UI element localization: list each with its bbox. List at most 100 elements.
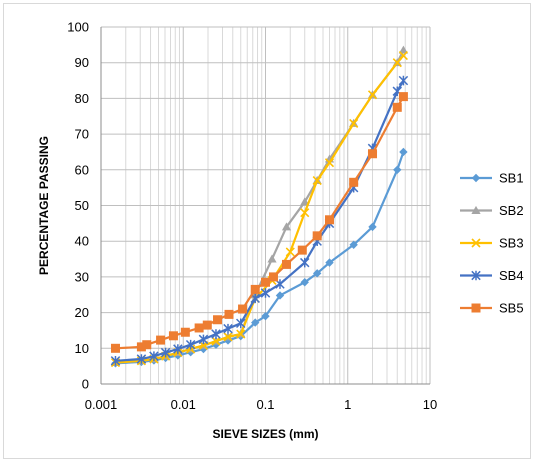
data-point [275, 291, 285, 300]
data-point [393, 165, 402, 174]
x-tick-label: 1 [344, 397, 351, 412]
data-point [198, 334, 209, 345]
x-tick-label: 10 [423, 397, 437, 412]
data-point [110, 343, 120, 353]
data-point [368, 222, 377, 232]
data-point [260, 288, 271, 298]
legend-item-sb4: SB4 [460, 268, 524, 283]
data-point [325, 215, 335, 225]
data-point [471, 173, 481, 183]
data-point [251, 318, 260, 327]
data-point [471, 238, 481, 248]
y-tick-label: 80 [75, 91, 89, 106]
data-point [194, 323, 204, 333]
y-tick-label: 60 [75, 162, 89, 177]
data-point [236, 318, 246, 329]
data-point [349, 177, 359, 187]
data-point [297, 245, 307, 255]
data-point [268, 272, 278, 282]
data-point [136, 342, 146, 352]
series-sb1 [111, 147, 408, 368]
data-point [223, 332, 233, 342]
data-point [213, 315, 223, 325]
data-point [136, 354, 147, 364]
y-axis-title: PERCENTAGE PASSING [37, 136, 51, 275]
legend-label: SB2 [499, 203, 524, 218]
legend-item-sb2: SB2 [460, 203, 524, 218]
data-point [392, 102, 402, 112]
legend-label: SB1 [499, 171, 524, 186]
data-point [300, 197, 310, 206]
series-sb4 [110, 75, 409, 366]
data-point [349, 240, 358, 249]
y-tick-label: 90 [75, 55, 89, 70]
data-point [398, 75, 409, 86]
series-sb5 [110, 92, 408, 353]
data-point [399, 147, 408, 157]
legend-item-sb1: SB1 [460, 171, 524, 186]
data-point [281, 259, 291, 269]
series-line [115, 96, 405, 350]
data-point [180, 327, 190, 337]
data-point [168, 331, 178, 341]
data-point [300, 208, 310, 218]
chart-frame: 0 10 20 30 40 50 60 70 80 90 100 0.001 0.01 0.1 1 10 SB… [3, 3, 531, 459]
x-axis-title: SIEVE SIZES (mm) [212, 427, 318, 441]
data-point [312, 175, 322, 186]
series-line [115, 80, 405, 362]
data-point [312, 269, 322, 278]
y-tick-label: 30 [75, 269, 89, 284]
y-tick-label: 100 [67, 20, 89, 35]
data-point [223, 323, 233, 334]
legend-label: SB3 [499, 236, 524, 251]
x-tick-label: 0.1 [256, 397, 274, 412]
data-point [300, 257, 310, 268]
legend-label: SB5 [499, 301, 524, 316]
data-point [398, 92, 408, 102]
data-point [312, 231, 322, 241]
data-point [398, 45, 409, 54]
data-point [285, 247, 295, 257]
data-point [250, 284, 260, 294]
data-point [238, 304, 248, 314]
data-point [110, 355, 121, 366]
data-point [325, 258, 334, 267]
data-point [267, 254, 277, 263]
data-point [173, 344, 183, 354]
data-point [202, 320, 212, 330]
data-point [398, 50, 408, 61]
data-point [149, 351, 159, 361]
data-point [300, 278, 309, 287]
y-tick-label: 20 [75, 305, 89, 320]
chart-svg: 0 10 20 30 40 50 60 70 80 90 100 0.001 0.01 0.1 1 10 SB… [37, 20, 524, 442]
data-point [236, 329, 246, 339]
data-point [261, 277, 270, 287]
y-tick-label: 0 [82, 377, 89, 392]
x-tick-label: 0.001 [85, 397, 118, 412]
x-tick-label: 0.01 [171, 397, 196, 412]
data-point [471, 205, 481, 214]
data-point [156, 335, 166, 345]
data-point [324, 158, 335, 168]
legend-layer: SB1 SB2 SB3 SB4 SB5 [460, 171, 524, 316]
legend-label: SB4 [499, 268, 524, 283]
data-point [211, 329, 221, 339]
data-point [368, 149, 378, 159]
y-tick-label: 50 [75, 198, 89, 213]
y-tick-label: 40 [75, 234, 89, 249]
data-point [261, 311, 270, 321]
y-tick-label: 10 [75, 341, 89, 356]
data-point [367, 90, 378, 100]
data-point [224, 309, 234, 319]
data-point [211, 336, 221, 346]
legend-item-sb3: SB3 [460, 236, 524, 251]
legend-item-sb5: SB5 [460, 301, 524, 316]
data-point [349, 118, 359, 128]
series-layer [110, 45, 409, 368]
data-point [185, 339, 196, 350]
data-point [281, 222, 292, 231]
data-point [471, 270, 481, 281]
axis-layer: 0 10 20 30 40 50 60 70 80 90 100 0.001 0.01 0.1 1 10 [67, 20, 437, 413]
y-tick-label: 70 [75, 127, 89, 142]
data-point [142, 340, 152, 350]
